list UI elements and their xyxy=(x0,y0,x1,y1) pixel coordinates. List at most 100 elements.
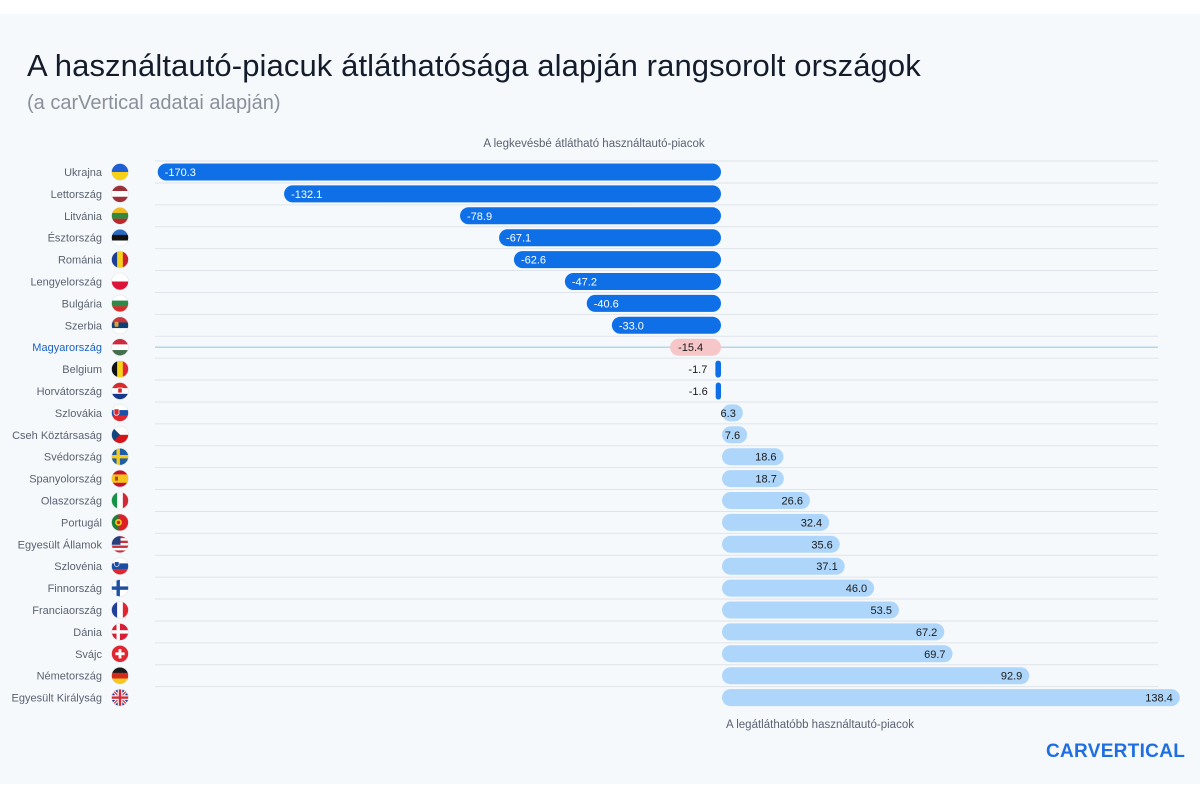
latvia-flag-icon xyxy=(111,185,129,203)
bar xyxy=(499,229,721,247)
value-label: -62.6 xyxy=(521,255,546,267)
czechia-flag-icon xyxy=(111,425,129,444)
country-label: Cseh Köztársaság xyxy=(12,430,102,442)
bar xyxy=(722,535,840,553)
usa-flag-icon xyxy=(111,535,129,554)
hungary-flag-icon xyxy=(111,338,129,357)
value-label: -15.4 xyxy=(678,342,703,354)
country-label: Szerbia xyxy=(65,320,103,332)
bar xyxy=(157,163,722,181)
country-label: Finnország xyxy=(48,583,102,595)
value-label: 7.6 xyxy=(725,430,740,442)
sweden-flag-icon xyxy=(111,447,129,466)
country-label: Olaszország xyxy=(41,496,102,508)
bar xyxy=(722,448,784,466)
value-label: -132.1 xyxy=(291,189,322,201)
bar xyxy=(722,470,784,488)
poland-flag-icon xyxy=(111,272,129,291)
value-label: -33.0 xyxy=(619,320,644,332)
chart-card xyxy=(0,14,1200,784)
belgium-flag-icon xyxy=(111,360,129,378)
page-title: A használtautó-piacuk átláthatósága alap… xyxy=(27,48,921,83)
uk-flag-icon xyxy=(111,688,129,707)
country-label: Svájc xyxy=(75,649,102,661)
value-label: -67.1 xyxy=(506,233,531,245)
country-label: Horvátország xyxy=(37,386,102,398)
bar xyxy=(722,426,748,444)
value-label: -78.9 xyxy=(467,211,492,223)
value-label: 37.1 xyxy=(816,561,837,573)
value-label: -1.6 xyxy=(689,386,708,398)
lithuania-flag-icon xyxy=(111,207,129,225)
bar xyxy=(670,338,721,356)
country-label: Magyarország xyxy=(32,342,102,354)
page-subtitle: (a carVertical adatai alapján) xyxy=(27,92,281,114)
value-label: 18.6 xyxy=(755,452,776,464)
value-label: 46.0 xyxy=(846,583,867,595)
country-label: Belgium xyxy=(62,364,102,376)
bottom-annotation: A legátláthatóbb használtautó-piacok xyxy=(726,719,914,731)
bar xyxy=(722,645,953,663)
value-label: 6.3 xyxy=(721,408,736,420)
value-label: 35.6 xyxy=(811,539,832,551)
bar xyxy=(715,360,721,378)
country-label: Egyesült Államok xyxy=(18,538,103,551)
value-label: 67.2 xyxy=(916,627,937,639)
country-label: Dánia xyxy=(73,627,103,639)
country-label: Ukrajna xyxy=(64,167,103,179)
country-label: Egyesült Királyság xyxy=(12,693,103,705)
romania-flag-icon xyxy=(111,250,129,269)
carvertical-logo: CARVERTICAL xyxy=(1046,741,1186,762)
spain-flag-icon xyxy=(111,469,129,488)
bar xyxy=(722,623,945,641)
value-label: 26.6 xyxy=(782,496,803,508)
country-label: Bulgária xyxy=(62,298,103,310)
country-label: Portugál xyxy=(61,517,102,529)
switzerland-flag-icon xyxy=(111,644,129,663)
country-label: Németország xyxy=(37,671,102,683)
bar xyxy=(722,689,1180,707)
bar xyxy=(722,667,1030,685)
bar xyxy=(513,251,721,269)
value-label: 32.4 xyxy=(801,517,822,529)
bar xyxy=(460,207,721,225)
bar xyxy=(722,404,743,422)
value-label: 92.9 xyxy=(1001,671,1022,683)
italy-flag-icon xyxy=(111,491,129,510)
slovenia-flag-icon xyxy=(111,557,129,576)
slovakia-flag-icon xyxy=(111,404,129,422)
country-label: Franciaország xyxy=(32,605,102,617)
serbia-flag-icon xyxy=(111,316,129,335)
value-label: 53.5 xyxy=(871,605,892,617)
value-label: 18.7 xyxy=(755,474,776,486)
value-label: -170.3 xyxy=(165,167,196,179)
bar xyxy=(722,601,899,619)
bar xyxy=(722,579,875,597)
value-label: -40.6 xyxy=(594,298,619,310)
country-label: Szlovákia xyxy=(55,408,103,420)
top-annotation: A legkevésbé átlátható használtautó-piac… xyxy=(483,138,704,150)
bar xyxy=(564,273,721,290)
value-label: -1.7 xyxy=(688,364,707,376)
value-label: 69.7 xyxy=(924,649,945,661)
bar xyxy=(611,316,721,334)
croatia-flag-icon xyxy=(111,382,129,400)
bar xyxy=(715,382,721,400)
germany-flag-icon xyxy=(111,666,129,685)
country-label: Spanyolország xyxy=(29,474,102,486)
ukraine-flag-icon xyxy=(111,163,129,181)
country-label: Lengyelország xyxy=(30,277,102,289)
country-label: Szlovénia xyxy=(54,561,103,573)
country-label: Észtország xyxy=(48,232,102,245)
france-flag-icon xyxy=(111,601,129,619)
country-label: Lettország xyxy=(51,189,102,201)
value-label: 138.4 xyxy=(1145,693,1173,705)
bar xyxy=(722,492,810,509)
bar xyxy=(284,185,721,203)
country-label: Litvánia xyxy=(64,211,103,223)
portugal-flag-icon xyxy=(111,513,129,532)
value-label: -47.2 xyxy=(572,277,597,289)
country-label: Svédország xyxy=(44,452,102,464)
country-label: Románia xyxy=(58,255,103,267)
bulgaria-flag-icon xyxy=(111,294,129,313)
